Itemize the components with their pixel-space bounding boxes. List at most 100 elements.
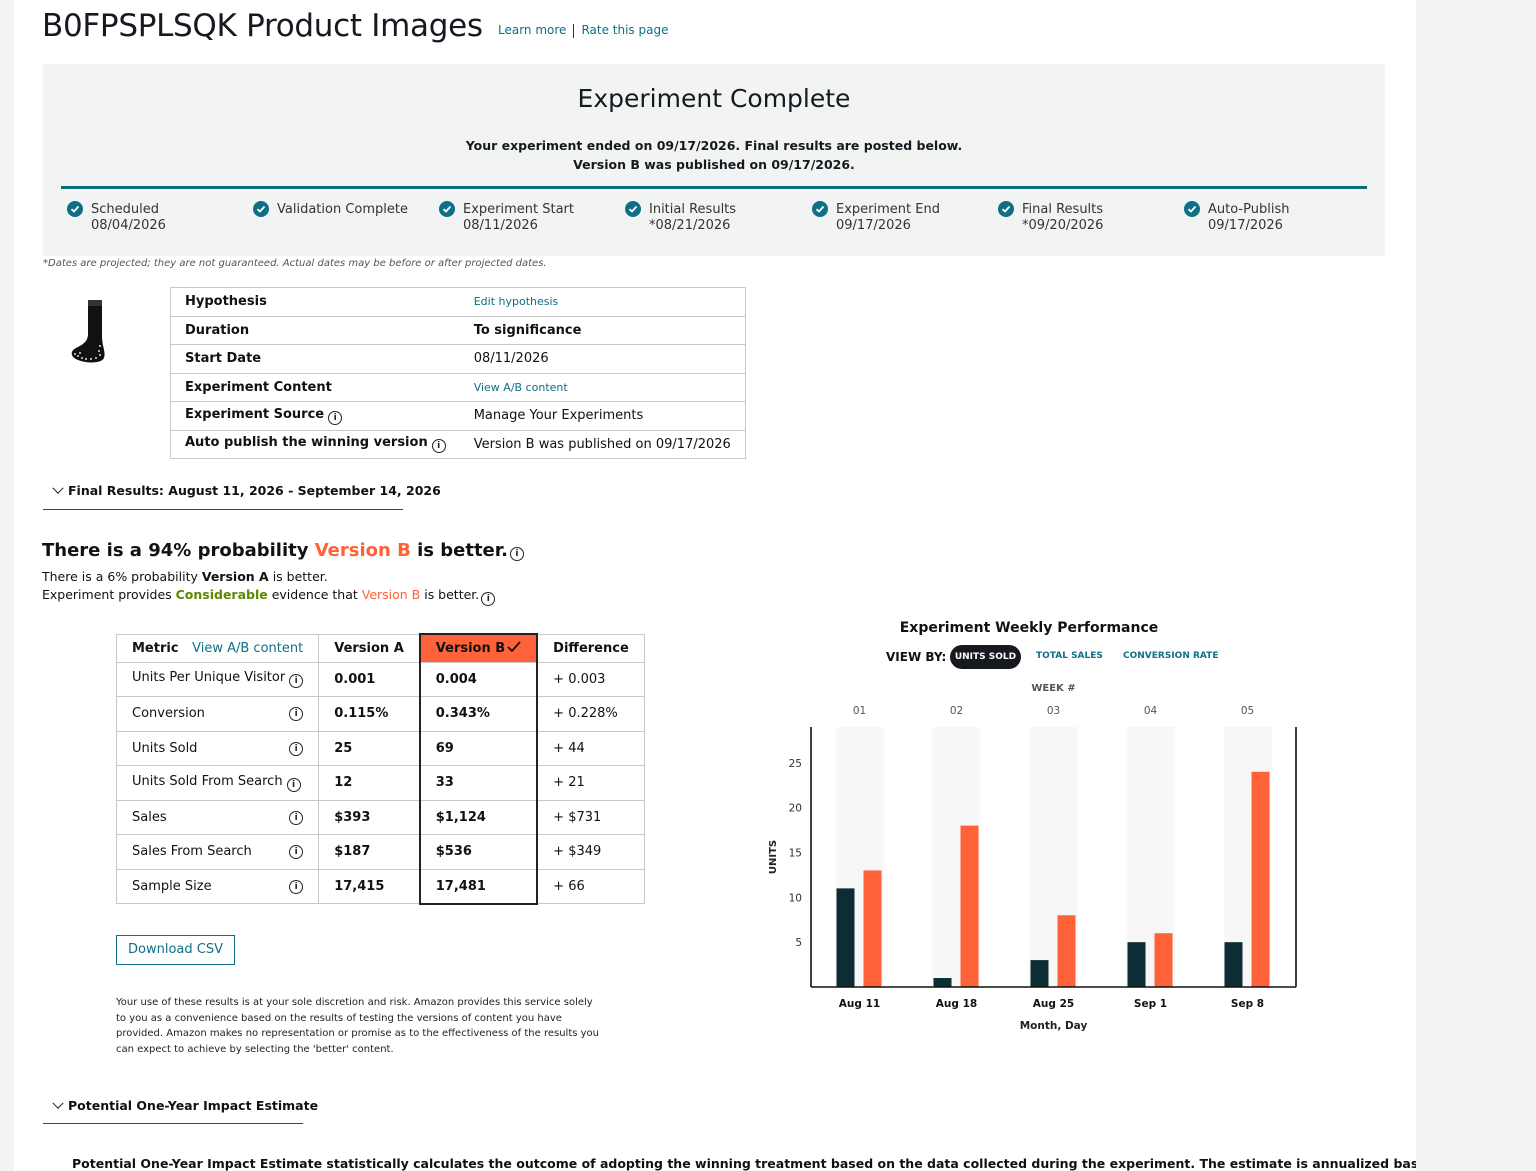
info-icon[interactable]: i xyxy=(286,777,301,792)
step-date: 09/17/2026 xyxy=(836,217,911,233)
chart-title: Experiment Weekly Performance xyxy=(899,620,1159,636)
edit-hypothesis-link[interactable]: Edit hypothesis xyxy=(459,287,746,316)
version-a-value: 17,415 xyxy=(318,868,421,904)
status-title: Experiment Complete xyxy=(577,84,851,113)
disclaimer-text: Your use of these results is at your sol… xyxy=(116,997,600,1055)
view-total-sales-toggle[interactable]: TOTAL SALES xyxy=(1036,651,1103,661)
metric-name: Sales xyxy=(132,809,167,825)
info-icon[interactable]: i xyxy=(328,410,343,425)
week-tick-label: 03 xyxy=(1047,705,1060,717)
detail-label: Experiment Source xyxy=(185,406,325,422)
metric-name-cell: Units Sold From Search i xyxy=(115,765,320,801)
info-icon[interactable]: i xyxy=(289,674,304,689)
view-units-sold-toggle[interactable]: UNITS SOLD xyxy=(950,645,1021,669)
view-conversion-rate-toggle[interactable]: CONVERSION RATE xyxy=(1123,651,1219,661)
metric-name: Units Per Unique Visitor xyxy=(132,670,286,686)
metrics-header-row: Metric View A/B content Version A Versio… xyxy=(115,633,645,663)
y-tick-label: 15 xyxy=(789,848,802,860)
view-ab-content-link[interactable]: View A/B content xyxy=(459,372,746,402)
info-icon[interactable]: i xyxy=(431,439,446,454)
header-links: Learn more Rate this page xyxy=(498,23,668,38)
evidence-strength: Considerable xyxy=(175,587,268,602)
info-icon[interactable]: i xyxy=(289,741,304,756)
week-tick-label: 02 xyxy=(950,705,963,717)
bar-version-a xyxy=(1127,942,1146,987)
impact-header: Potential One-Year Impact Estimate xyxy=(68,1098,319,1113)
check-circle-icon xyxy=(812,201,828,217)
detail-label: Experiment Content xyxy=(170,372,460,402)
version-b-value: $1,124 xyxy=(418,799,539,835)
y-axis-title: UNITS xyxy=(768,840,779,874)
view-ab-content-link[interactable]: View A/B content xyxy=(192,640,304,656)
detail-value: Manage Your Experiments xyxy=(459,401,746,430)
difference-value: + 66 xyxy=(536,868,645,904)
impact-estimate-toggle[interactable]: Potential One-Year Impact Estimate xyxy=(52,1097,319,1113)
learn-more-link[interactable]: Learn more xyxy=(498,23,567,37)
impact-description: Potential One-Year Impact Estimate stati… xyxy=(72,1156,1486,1171)
rate-page-link[interactable]: Rate this page xyxy=(581,23,669,37)
table-row: Units Sold From Search i 12 33 + 21 xyxy=(115,765,645,801)
info-icon[interactable]: i xyxy=(481,592,496,606)
difference-value: + $349 xyxy=(536,834,645,870)
table-row: Sales i $393 $1,124 + $731 xyxy=(115,799,645,835)
metric-name-cell: Sample Size i xyxy=(115,868,320,904)
probability-headline: There is a 94% probability Version B is … xyxy=(42,540,524,561)
version-a-label: Version A xyxy=(201,569,269,584)
detail-label: Hypothesis xyxy=(170,287,460,316)
x-axis-title: Month, Day xyxy=(1020,1020,1088,1032)
detail-label-cell: Auto publish the winning version i xyxy=(170,429,460,459)
x-tick-label: Aug 11 xyxy=(839,998,880,1010)
line-suffix: is better. xyxy=(268,569,328,584)
winning-version: Version B xyxy=(361,587,421,602)
version-b-value: 0.343% xyxy=(418,696,539,732)
difference-value: + $731 xyxy=(536,799,645,835)
chevron-down-icon xyxy=(52,1097,64,1109)
section-divider xyxy=(43,509,403,510)
detail-value: To significance xyxy=(459,315,746,345)
main-page: B0FPSPLSQK Product Images Learn more Rate… xyxy=(14,0,1485,1171)
step-date: 08/11/2026 xyxy=(463,217,538,233)
evidence-line: Experiment provides Considerable evidenc… xyxy=(42,587,496,606)
x-tick-label: Aug 18 xyxy=(936,998,977,1010)
metric-name: Sales From Search xyxy=(132,844,252,860)
final-results-toggle[interactable]: Final Results: August 11, 2026 - Septemb… xyxy=(52,482,441,498)
right-gutter xyxy=(1416,0,1536,1171)
view-by-label: VIEW BY: xyxy=(886,650,947,664)
metric-name-cell: Sales From Search i xyxy=(115,834,320,870)
metric-name: Units Sold xyxy=(132,740,198,756)
step-label: Final Results xyxy=(1022,202,1104,217)
detail-value: Version B was published on 09/17/2026 xyxy=(459,429,746,459)
metric-name-cell: Units Sold i xyxy=(115,730,320,766)
step-label: Auto-Publish xyxy=(1208,202,1290,217)
table-row: Sample Size i 17,415 17,481 + 66 xyxy=(115,868,645,905)
metric-name: Conversion xyxy=(132,706,205,722)
line-text: Experiment provides xyxy=(42,587,176,602)
version-b-value: 33 xyxy=(418,765,539,801)
bar-version-a xyxy=(933,978,952,987)
version-a-value: 0.115% xyxy=(318,696,421,732)
detail-row-duration: Duration To significance xyxy=(170,315,746,345)
info-icon[interactable]: i xyxy=(509,547,524,561)
check-circle-icon xyxy=(67,201,83,217)
difference-value: + 44 xyxy=(536,730,645,766)
metrics-table: Metric View A/B content Version A Versio… xyxy=(115,633,645,905)
version-b-value: 0.004 xyxy=(418,661,539,697)
product-image xyxy=(71,300,105,363)
table-row: Units Sold i 25 69 + 44 xyxy=(115,730,645,766)
step-label: Initial Results xyxy=(649,202,737,217)
info-icon[interactable]: i xyxy=(289,879,304,894)
info-icon[interactable]: i xyxy=(289,810,304,825)
detail-row-hypothesis: Hypothesis Edit hypothesis xyxy=(170,287,746,316)
bar-version-a xyxy=(1224,942,1243,987)
metric-name-cell: Conversion i xyxy=(115,696,320,732)
version-a-value: 12 xyxy=(318,765,421,801)
step-label: Experiment Start xyxy=(463,202,575,217)
detail-value: 08/11/2026 xyxy=(459,344,746,373)
download-csv-button[interactable]: Download CSV xyxy=(116,935,235,965)
check-circle-icon xyxy=(998,201,1014,217)
bar-version-a xyxy=(1030,960,1049,987)
version-a-header: Version A xyxy=(318,633,421,663)
week-tick-label: 05 xyxy=(1241,705,1254,717)
info-icon[interactable]: i xyxy=(289,845,304,859)
info-icon[interactable]: i xyxy=(289,707,304,721)
